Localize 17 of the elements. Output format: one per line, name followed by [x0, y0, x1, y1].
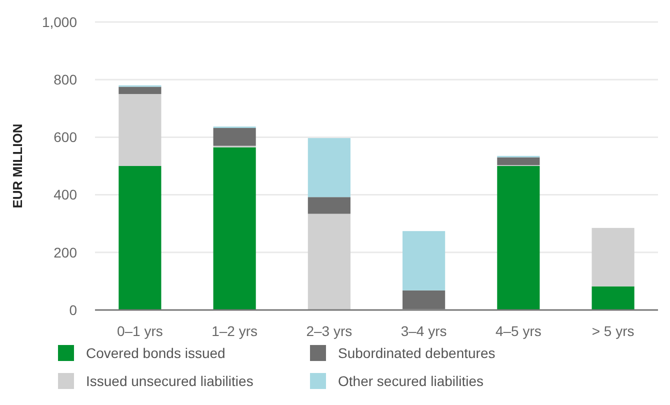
legend-label: Issued unsecured liabilities [86, 372, 254, 389]
y-tick-label: 1,000 [42, 14, 78, 30]
x-tick-label: 0–1 yrs [116, 323, 163, 339]
x-tick-label: > 5 yrs [592, 323, 634, 339]
x-tick-label: 2–3 yrs [306, 323, 352, 339]
y-tick-label: 400 [54, 186, 78, 203]
legend-label: Other secured liabilities [338, 372, 484, 389]
y-tick-label: 800 [54, 72, 78, 88]
x-tick-label: 3–4 yrs [400, 323, 447, 339]
y-tick-label: 600 [54, 129, 78, 146]
y-axis-title: EUR MILLION [10, 124, 25, 208]
y-tick-label: 0 [69, 302, 78, 318]
x-tick-label: 4–5 yrs [495, 323, 542, 339]
legend-label: Subordinated debentures [338, 344, 496, 361]
y-tick-label: 200 [54, 244, 78, 260]
x-tick-label: 1–2 yrs [212, 323, 258, 339]
legend-label: Covered bonds issued [86, 344, 226, 361]
